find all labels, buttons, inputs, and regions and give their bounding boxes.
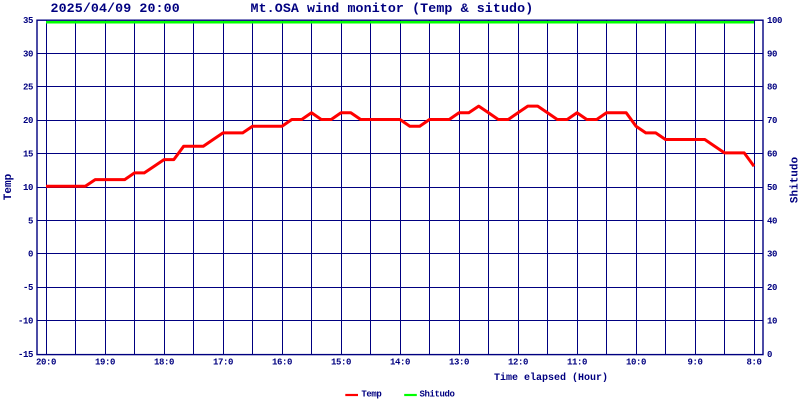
svg-text:0: 0 xyxy=(28,250,33,260)
svg-text:Temp: Temp xyxy=(361,389,381,399)
svg-text:14:0: 14:0 xyxy=(390,358,410,368)
svg-text:70: 70 xyxy=(767,116,777,126)
svg-text:Mt.OSA wind monitor (Temp & si: Mt.OSA wind monitor (Temp & situdo) xyxy=(251,1,534,16)
svg-text:Time elapsed (Hour): Time elapsed (Hour) xyxy=(494,372,608,384)
svg-text:10: 10 xyxy=(23,183,33,193)
svg-text:80: 80 xyxy=(767,83,777,93)
svg-text:Shitudo: Shitudo xyxy=(790,157,800,204)
svg-text:100: 100 xyxy=(767,16,782,26)
svg-text:8:0: 8:0 xyxy=(746,358,761,368)
svg-text:90: 90 xyxy=(767,49,777,59)
svg-text:Shitudo: Shitudo xyxy=(420,389,455,399)
svg-text:20: 20 xyxy=(23,116,33,126)
svg-text:5: 5 xyxy=(28,216,33,226)
svg-text:12:0: 12:0 xyxy=(508,358,528,368)
svg-text:16:0: 16:0 xyxy=(272,358,292,368)
svg-text:15: 15 xyxy=(23,150,33,160)
svg-text:9:0: 9:0 xyxy=(687,358,702,368)
svg-text:50: 50 xyxy=(767,183,777,193)
svg-text:15:0: 15:0 xyxy=(331,358,351,368)
svg-text:10:0: 10:0 xyxy=(626,358,646,368)
svg-text:0: 0 xyxy=(767,350,772,360)
svg-text:11:0: 11:0 xyxy=(567,358,587,368)
svg-text:20:0: 20:0 xyxy=(36,358,56,368)
svg-text:Temp: Temp xyxy=(3,173,15,200)
svg-text:60: 60 xyxy=(767,150,777,160)
svg-text:17:0: 17:0 xyxy=(213,358,233,368)
svg-text:-10: -10 xyxy=(18,317,33,327)
svg-text:13:0: 13:0 xyxy=(449,358,469,368)
svg-text:10: 10 xyxy=(767,317,777,327)
svg-text:20: 20 xyxy=(767,283,777,293)
svg-text:-5: -5 xyxy=(23,283,33,293)
svg-text:2025/04/09 20:00: 2025/04/09 20:00 xyxy=(51,1,180,16)
svg-text:-15: -15 xyxy=(18,350,33,360)
svg-text:19:0: 19:0 xyxy=(95,358,115,368)
svg-text:25: 25 xyxy=(23,83,33,93)
svg-text:18:0: 18:0 xyxy=(154,358,174,368)
svg-text:30: 30 xyxy=(23,49,33,59)
svg-text:40: 40 xyxy=(767,216,777,226)
svg-text:35: 35 xyxy=(23,16,33,26)
svg-text:30: 30 xyxy=(767,250,777,260)
